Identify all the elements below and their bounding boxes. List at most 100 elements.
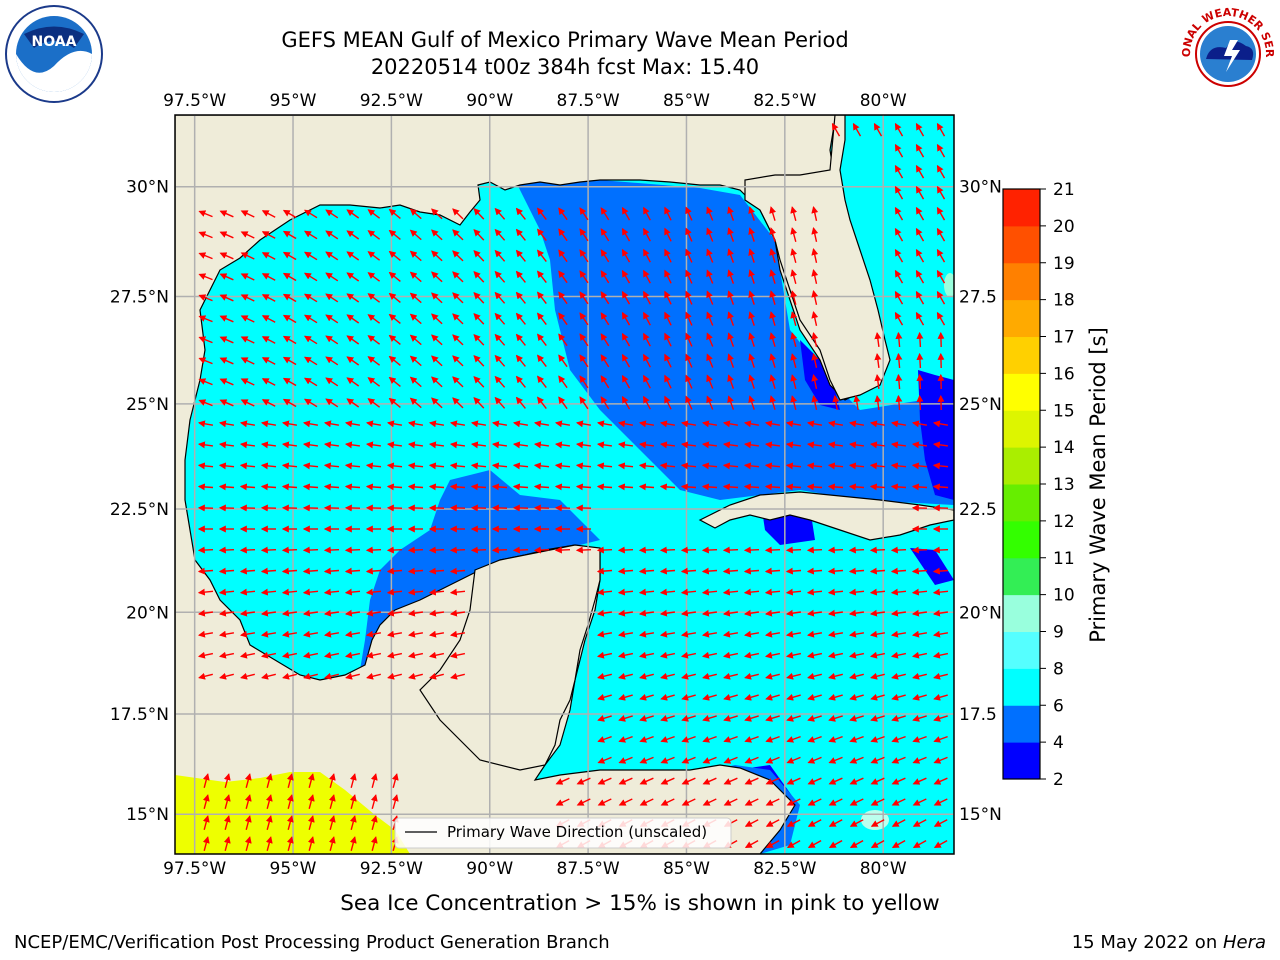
wave-direction-arrow <box>600 312 610 326</box>
wave-direction-arrow <box>388 376 401 387</box>
wave-direction-arrow <box>828 777 843 785</box>
latitude-label: 20°N <box>959 603 1002 623</box>
water-period-2-4-b <box>918 370 954 500</box>
wave-direction-arrow <box>727 206 735 221</box>
wave-direction-arrow <box>366 672 381 680</box>
wave-direction-arrow <box>685 269 693 284</box>
wave-direction-arrow <box>304 335 318 345</box>
wave-direction-arrow <box>494 270 506 283</box>
wave-direction-arrow <box>198 231 213 239</box>
wave-direction-arrow <box>515 333 526 346</box>
wave-direction-arrow <box>638 588 655 596</box>
wave-direction-arrow <box>265 773 273 788</box>
wave-direction-arrow <box>618 777 633 785</box>
wave-direction-arrow <box>617 588 634 596</box>
wave-direction-arrow <box>807 715 822 722</box>
wave-direction-arrow <box>618 672 633 680</box>
wave-direction-arrow <box>873 122 883 137</box>
wave-direction-arrow <box>638 441 654 449</box>
wave-direction-arrow <box>579 228 589 242</box>
wave-direction-arrow <box>785 546 802 554</box>
wave-direction-arrow <box>680 483 697 491</box>
wave-direction-arrow <box>849 777 864 785</box>
wave-direction-arrow <box>706 248 714 263</box>
wave-direction-arrow <box>621 290 631 305</box>
wave-direction-arrow <box>596 567 613 575</box>
wave-direction-arrow <box>579 396 589 410</box>
map-frame <box>174 114 955 855</box>
wave-direction-arrow <box>344 630 361 638</box>
wave-direction-arrow <box>852 122 862 137</box>
wave-direction-arrow <box>575 546 592 554</box>
wave-direction-arrow <box>727 311 735 326</box>
wave-direction-arrow <box>470 483 487 491</box>
wave-direction-arrow <box>346 398 360 408</box>
wave-direction-arrow <box>244 794 252 809</box>
wave-direction-arrow <box>473 397 485 409</box>
wave-direction-arrow <box>219 357 234 365</box>
wave-direction-arrow <box>409 292 422 304</box>
wave-direction-arrow <box>701 546 718 554</box>
wave-direction-arrow <box>307 773 315 788</box>
colorbar-tick-label: 10 <box>1053 586 1075 606</box>
wave-direction-arrow <box>702 735 717 743</box>
wave-direction-arrow <box>304 398 318 408</box>
wave-direction-arrow <box>932 609 949 617</box>
wave-direction-arrow <box>706 269 714 284</box>
wave-direction-arrow <box>874 394 882 410</box>
wave-direction-arrow <box>597 756 612 764</box>
wave-direction-arrow <box>915 206 925 221</box>
wave-direction-arrow <box>828 672 843 680</box>
wave-direction-arrow <box>452 271 464 283</box>
colorbar-tick-label: 9 <box>1053 623 1064 643</box>
wave-direction-arrow <box>409 229 422 241</box>
wave-direction-arrow <box>449 462 466 470</box>
wave-direction-arrow <box>618 756 633 764</box>
wave-direction-arrow <box>346 314 360 324</box>
wave-direction-arrow <box>744 839 759 849</box>
wave-direction-arrow <box>894 185 904 200</box>
wave-direction-arrow <box>218 630 235 638</box>
latitude-label: 17.5°N <box>110 705 169 725</box>
wave-direction-arrow <box>431 376 443 388</box>
wave-direction-arrow <box>769 332 777 347</box>
wave-direction-arrow <box>701 567 718 575</box>
latitude-label: 15°N <box>959 805 1002 825</box>
wave-direction-arrow <box>643 248 651 263</box>
colorbar-tick-label: 15 <box>1053 401 1075 421</box>
wave-direction-arrow <box>244 773 252 788</box>
wave-direction-arrow <box>621 353 631 368</box>
wave-direction-arrow <box>391 794 399 809</box>
wave-direction-arrow <box>727 248 735 263</box>
wave-direction-arrow <box>240 252 255 260</box>
wave-direction-arrow <box>701 441 717 449</box>
wave-direction-arrow <box>260 630 277 638</box>
wave-direction-arrow <box>811 227 819 242</box>
wave-direction-arrow <box>282 209 297 219</box>
wave-direction-arrow <box>807 819 822 827</box>
wave-direction-arrow <box>680 588 697 596</box>
wave-direction-arrow <box>765 715 780 722</box>
wave-direction-arrow <box>806 567 823 575</box>
wave-direction-arrow <box>748 269 755 284</box>
wave-direction-arrow <box>576 777 591 785</box>
wave-direction-arrow <box>702 672 717 680</box>
wave-direction-arrow <box>558 207 568 221</box>
wave-direction-arrow <box>769 248 777 263</box>
wave-direction-arrow <box>891 756 906 764</box>
wave-direction-arrow <box>911 462 928 470</box>
wave-direction-arrow <box>848 483 865 491</box>
wave-direction-arrow <box>323 462 340 470</box>
wave-direction-arrow <box>536 354 547 368</box>
latitude-label: 30°N <box>126 178 169 198</box>
wave-direction-arrow <box>894 227 904 242</box>
wave-direction-arrow <box>932 567 949 575</box>
noaa-logo-text: NOAA <box>32 34 77 50</box>
wave-direction-arrow <box>790 290 798 305</box>
wave-direction-arrow <box>431 397 443 409</box>
wave-direction-arrow <box>219 252 234 260</box>
wave-direction-arrow <box>706 353 714 368</box>
wave-direction-arrow <box>346 230 360 240</box>
wave-direction-arrow <box>911 609 928 617</box>
wave-direction-arrow <box>722 483 739 491</box>
